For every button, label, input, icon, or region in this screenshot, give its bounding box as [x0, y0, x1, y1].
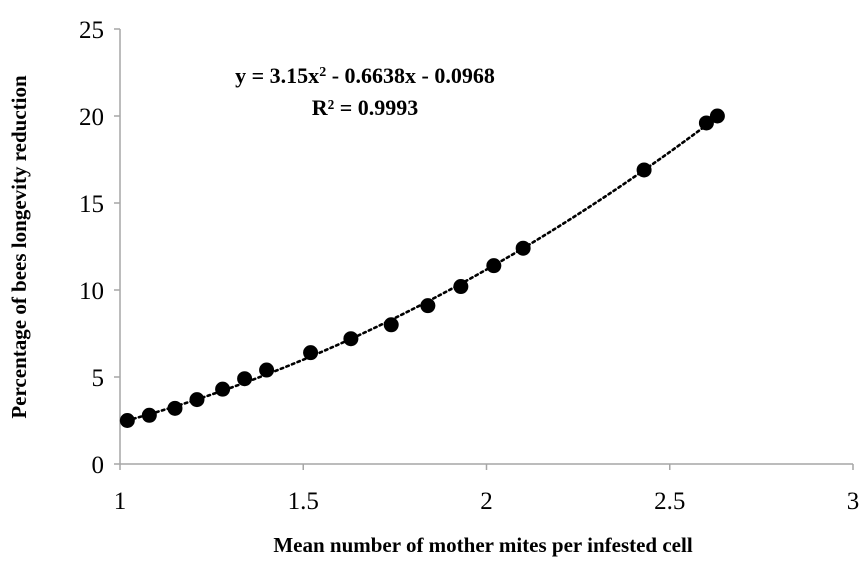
x-tick-label: 1 — [114, 488, 127, 515]
y-axis-title: Percentage of bees longevity reduction — [7, 75, 31, 419]
data-point — [343, 331, 359, 347]
data-point — [119, 413, 135, 428]
data-point — [215, 381, 231, 397]
data-points — [119, 108, 725, 428]
data-point — [259, 362, 275, 378]
data-point — [636, 162, 652, 178]
tick-labels: 1 1.5 2 2.5 3 0 5 10 15 20 25 — [79, 17, 859, 515]
trendline-equation: y = 3.15x2 - 0.6638x - 0.0968 — [235, 63, 495, 88]
x-tick-label: 2 — [480, 488, 493, 515]
data-point — [486, 258, 502, 274]
x-axis-title: Mean number of mother mites per infested… — [273, 533, 693, 557]
trendline — [126, 112, 723, 422]
data-point — [709, 108, 725, 124]
y-tick-label: 10 — [79, 278, 104, 305]
y-tick-label: 25 — [79, 17, 104, 44]
data-point — [453, 279, 469, 295]
data-point — [141, 407, 157, 423]
trendline-layer — [126, 112, 723, 422]
data-point — [515, 240, 531, 256]
x-tick-label: 2.5 — [654, 488, 685, 515]
data-point — [237, 371, 253, 387]
axes-layer — [114, 28, 854, 470]
y-tick-label: 15 — [79, 191, 104, 218]
data-point — [698, 115, 714, 131]
data-point — [189, 392, 205, 408]
r-squared-label: R² = 0.9993 — [312, 95, 419, 120]
data-point — [383, 317, 399, 333]
data-point — [303, 345, 319, 361]
data-point — [420, 298, 436, 314]
x-tick-label: 3 — [847, 488, 860, 515]
y-tick-label: 0 — [92, 452, 105, 479]
x-tick-label: 1.5 — [288, 488, 319, 515]
data-point — [167, 400, 183, 416]
y-tick-label: 5 — [92, 365, 105, 392]
y-tick-label: 20 — [79, 104, 104, 131]
